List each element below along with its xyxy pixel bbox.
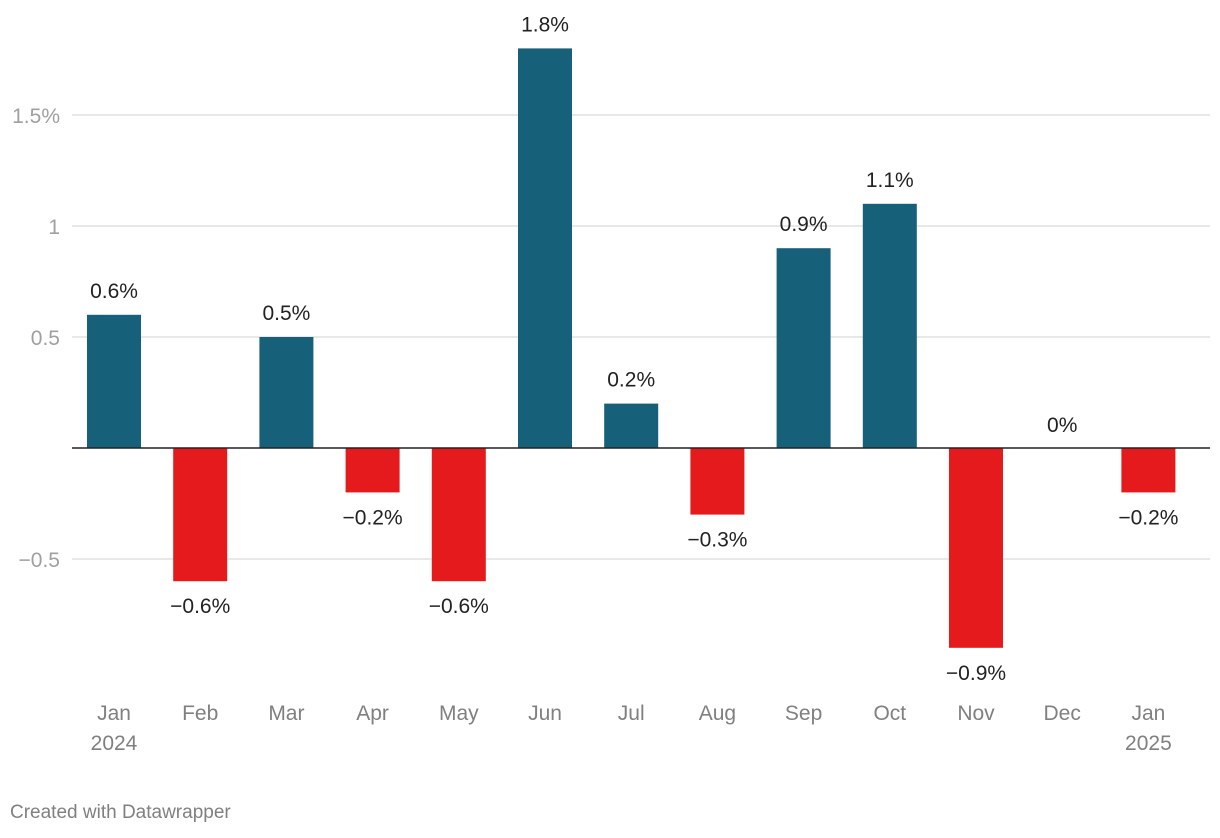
bar [518, 48, 572, 449]
bar-value-label: 0.9% [780, 213, 828, 236]
bar [690, 448, 745, 515]
bar [1121, 448, 1176, 493]
bar [776, 248, 831, 448]
x-tick-label: Feb [182, 702, 218, 725]
x-tick-label: Jan [1131, 702, 1165, 725]
y-tick-label: 0.5 [31, 327, 60, 350]
bar-value-label: −0.2% [343, 506, 403, 529]
x-tick-year-label: 2025 [1125, 732, 1172, 755]
bar [862, 203, 917, 448]
bar-value-label: 0.2% [607, 369, 655, 392]
bar [431, 448, 486, 582]
x-tick-label: Aug [699, 702, 736, 725]
bar [345, 448, 400, 493]
x-tick-label: Sep [785, 702, 822, 725]
y-tick-label: −0.5 [19, 549, 60, 572]
bar-value-label: −0.3% [687, 529, 747, 552]
x-tick-label: May [439, 702, 479, 725]
datawrapper-credit: Created with Datawrapper [10, 802, 231, 823]
x-tick-label: Jul [618, 702, 645, 725]
bar [87, 314, 141, 448]
bar-value-label: −0.6% [170, 595, 230, 618]
y-tick-label: 1.5% [12, 105, 60, 128]
x-tick-label: Dec [1044, 702, 1081, 725]
bar-value-label: 0% [1047, 414, 1077, 437]
bar [949, 448, 1003, 648]
x-tick-label: Mar [268, 702, 304, 725]
bar-value-label: 1.1% [866, 169, 914, 192]
y-tick-label: 1 [48, 216, 60, 239]
x-tick-label: Nov [957, 702, 995, 725]
bar-value-label: −0.9% [946, 662, 1006, 685]
bar-value-label: 0.5% [262, 302, 310, 325]
bar [604, 403, 659, 448]
bar-value-label: −0.2% [1118, 506, 1178, 529]
x-tick-label: Jan [97, 702, 131, 725]
bar [173, 448, 228, 582]
x-tick-label: Oct [873, 702, 906, 725]
bar-value-label: 1.8% [521, 13, 569, 36]
bar-value-label: 0.6% [90, 280, 138, 303]
x-tick-year-label: 2024 [91, 732, 138, 755]
x-tick-label: Apr [356, 702, 389, 725]
bar-value-label: −0.6% [429, 595, 489, 618]
bar [259, 337, 314, 448]
x-tick-label: Jun [528, 702, 562, 725]
